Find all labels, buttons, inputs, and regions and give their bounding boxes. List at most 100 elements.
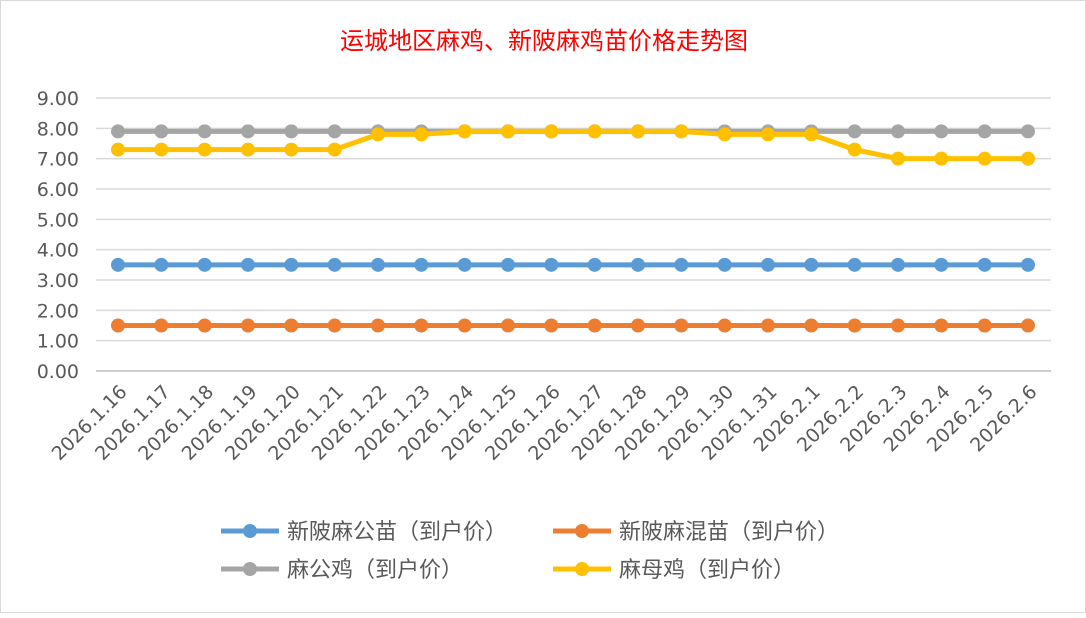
data-point bbox=[847, 124, 862, 139]
data-point bbox=[804, 127, 819, 142]
data-point bbox=[674, 124, 689, 139]
data-point bbox=[674, 318, 689, 333]
data-point bbox=[284, 142, 299, 157]
data-point bbox=[934, 124, 949, 139]
data-point bbox=[284, 257, 299, 272]
data-point bbox=[847, 257, 862, 272]
data-point bbox=[1021, 151, 1035, 166]
data-point bbox=[587, 124, 602, 139]
y-tick-label: 1.00 bbox=[37, 331, 79, 353]
data-point bbox=[631, 124, 645, 139]
data-point bbox=[544, 318, 559, 333]
legend-marker bbox=[243, 562, 257, 576]
data-point bbox=[1021, 124, 1035, 139]
data-point bbox=[154, 257, 169, 272]
data-point bbox=[934, 151, 949, 166]
y-tick-label: 0.00 bbox=[37, 361, 79, 383]
data-point bbox=[631, 257, 645, 272]
data-point bbox=[371, 257, 385, 272]
data-point bbox=[847, 142, 862, 157]
data-point bbox=[284, 318, 299, 333]
data-point bbox=[891, 318, 905, 333]
data-point bbox=[501, 318, 515, 333]
data-point bbox=[111, 142, 125, 157]
data-point bbox=[197, 124, 212, 139]
y-tick-label: 6.00 bbox=[37, 179, 79, 201]
data-point bbox=[934, 318, 949, 333]
data-point bbox=[371, 318, 385, 333]
data-point bbox=[154, 318, 169, 333]
data-point bbox=[414, 127, 429, 142]
data-point bbox=[934, 257, 949, 272]
data-point bbox=[977, 151, 992, 166]
y-tick-label: 4.00 bbox=[37, 240, 79, 262]
chart-title: 运城地区麻鸡、新陂麻鸡苗价格走势图 bbox=[340, 27, 748, 55]
legend-marker bbox=[575, 562, 589, 576]
data-point bbox=[111, 124, 125, 139]
series-line bbox=[118, 128, 1028, 162]
data-point bbox=[717, 257, 732, 272]
data-point bbox=[544, 257, 559, 272]
data-point bbox=[501, 124, 515, 139]
data-point bbox=[327, 257, 342, 272]
data-point bbox=[371, 127, 385, 142]
y-tick-label: 7.00 bbox=[37, 149, 79, 171]
legend-label: 新陂麻公苗（到户价） bbox=[287, 520, 507, 545]
legend-item: 麻公鸡（到户价） bbox=[221, 558, 463, 583]
series-新陂麻混苗（到户价） bbox=[111, 318, 1035, 333]
data-point bbox=[111, 318, 125, 333]
data-point bbox=[891, 257, 905, 272]
data-point bbox=[761, 257, 775, 272]
data-point bbox=[241, 318, 255, 333]
y-tick-label: 9.00 bbox=[37, 88, 79, 110]
data-point bbox=[847, 318, 862, 333]
legend-marker bbox=[243, 524, 257, 538]
data-point bbox=[457, 257, 472, 272]
data-point bbox=[457, 124, 472, 139]
data-point bbox=[1021, 257, 1035, 272]
data-point bbox=[761, 127, 775, 142]
data-point bbox=[977, 257, 992, 272]
data-point bbox=[804, 257, 819, 272]
y-tick-label: 5.00 bbox=[37, 209, 79, 231]
y-tick-label: 2.00 bbox=[37, 300, 79, 322]
data-point bbox=[197, 142, 212, 157]
data-point bbox=[631, 318, 645, 333]
data-point bbox=[587, 257, 602, 272]
data-point bbox=[587, 318, 602, 333]
data-point bbox=[284, 124, 299, 139]
data-point bbox=[501, 257, 515, 272]
legend-label: 新陂麻混苗（到户价） bbox=[619, 520, 839, 545]
data-point bbox=[111, 257, 125, 272]
data-point bbox=[804, 318, 819, 333]
data-point bbox=[977, 318, 992, 333]
data-point bbox=[717, 318, 732, 333]
data-point bbox=[197, 318, 212, 333]
data-point bbox=[544, 124, 559, 139]
data-point bbox=[1021, 318, 1035, 333]
legend-label: 麻母鸡（到户价） bbox=[619, 558, 795, 583]
data-point bbox=[414, 318, 429, 333]
data-point bbox=[761, 318, 775, 333]
data-point bbox=[891, 124, 905, 139]
legend-item: 新陂麻公苗（到户价） bbox=[221, 520, 507, 545]
y-tick-label: 3.00 bbox=[37, 270, 79, 292]
data-point bbox=[457, 318, 472, 333]
data-point bbox=[241, 257, 255, 272]
legend-label: 麻公鸡（到户价） bbox=[287, 558, 463, 583]
data-point bbox=[327, 142, 342, 157]
data-point bbox=[154, 124, 169, 139]
legend-marker bbox=[575, 524, 589, 538]
y-tick-label: 8.00 bbox=[37, 118, 79, 140]
data-point bbox=[674, 257, 689, 272]
data-point bbox=[327, 318, 342, 333]
data-point bbox=[977, 124, 992, 139]
data-point bbox=[717, 127, 732, 142]
data-point bbox=[891, 151, 905, 166]
series-新陂麻公苗（到户价） bbox=[111, 257, 1035, 272]
legend-item: 麻母鸡（到户价） bbox=[553, 558, 795, 583]
data-point bbox=[197, 257, 212, 272]
legend-item: 新陂麻混苗（到户价） bbox=[553, 520, 839, 545]
